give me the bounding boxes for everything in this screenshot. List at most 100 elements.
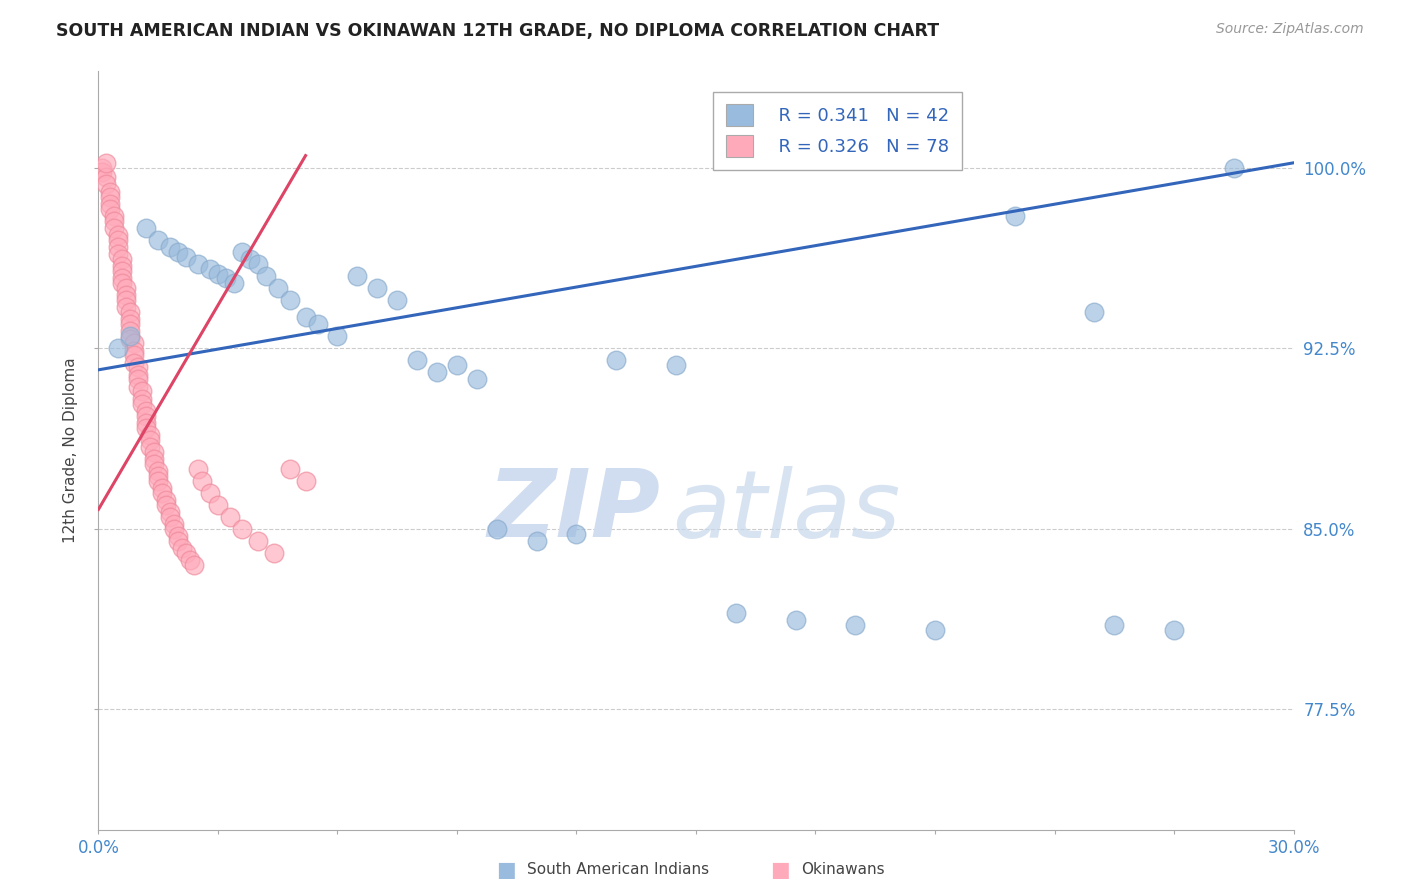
Point (111, 276, 134, 290)
Point (1223, 161, 1246, 175)
Point (150, 485, 173, 500)
Point (98, 189, 122, 203)
Point (135, 409, 157, 423)
Point (1104, 618, 1126, 632)
Point (159, 509, 181, 524)
Point (526, 533, 548, 548)
Point (207, 267, 229, 281)
Point (191, 474, 214, 488)
Point (346, 268, 368, 283)
Point (179, 553, 201, 567)
Point (148, 464, 170, 478)
Text: Okinawans: Okinawans (801, 863, 884, 877)
Point (120, 329, 142, 343)
Point (148, 468, 170, 483)
Point (143, 444, 166, 458)
Point (724, 606, 747, 620)
Point (465, 372, 488, 386)
Point (294, 474, 316, 488)
Point (198, 485, 221, 500)
Point (231, 244, 253, 259)
Point (98, 185, 122, 199)
Point (155, 492, 177, 507)
Point (103, 220, 125, 235)
Text: ■: ■ (770, 860, 790, 880)
Point (120, 312, 142, 326)
Point (139, 440, 162, 454)
Point (219, 509, 242, 524)
Text: atlas: atlas (672, 466, 900, 557)
Point (91, 165, 114, 179)
Point (107, 240, 129, 254)
Point (163, 522, 186, 536)
Point (115, 293, 138, 307)
Point (215, 271, 238, 285)
Point (665, 358, 688, 372)
Point (278, 461, 301, 475)
Point (231, 522, 253, 536)
Point (150, 481, 173, 495)
Text: ZIP: ZIP (488, 465, 661, 558)
Point (111, 264, 134, 278)
Point (135, 416, 157, 430)
Point (187, 461, 209, 475)
Point (239, 252, 262, 266)
Point (485, 522, 508, 536)
Point (159, 240, 181, 254)
Y-axis label: 12th Grade, No Diploma: 12th Grade, No Diploma (63, 358, 79, 543)
Point (385, 293, 409, 307)
Text: SOUTH AMERICAN INDIAN VS OKINAWAN 12TH GRADE, NO DIPLOMA CORRELATION CHART: SOUTH AMERICAN INDIAN VS OKINAWAN 12TH G… (56, 22, 939, 40)
Point (91, 161, 114, 175)
Point (131, 392, 153, 406)
Point (148, 474, 170, 488)
Point (135, 220, 157, 235)
Point (127, 379, 149, 393)
Point (148, 233, 170, 247)
Point (107, 227, 129, 242)
Point (406, 353, 429, 368)
Point (174, 546, 197, 560)
Point (785, 613, 807, 627)
Point (222, 276, 245, 290)
Point (107, 247, 129, 261)
Point (127, 372, 149, 386)
Point (96, 156, 118, 170)
Point (446, 358, 468, 372)
Point (565, 526, 588, 541)
Point (127, 368, 149, 382)
Point (131, 396, 153, 410)
Point (294, 310, 316, 324)
Point (159, 505, 181, 519)
Point (1083, 305, 1105, 319)
Point (120, 317, 142, 331)
Point (131, 384, 153, 399)
Point (111, 260, 134, 274)
Point (120, 332, 142, 346)
Point (246, 257, 269, 271)
Point (120, 324, 142, 338)
Point (120, 305, 142, 319)
Point (115, 300, 138, 314)
Point (267, 281, 290, 295)
Point (167, 533, 190, 548)
Point (366, 281, 388, 295)
Point (254, 268, 277, 283)
Point (167, 529, 190, 543)
Point (246, 533, 269, 548)
Point (1163, 623, 1185, 637)
Point (115, 288, 138, 302)
Point (207, 498, 229, 512)
Point (98, 202, 122, 216)
Point (135, 420, 157, 434)
Point (139, 427, 162, 442)
Point (111, 271, 134, 285)
Point (844, 618, 866, 632)
Point (143, 451, 166, 466)
Point (96, 178, 118, 192)
Point (187, 257, 209, 271)
Point (172, 541, 194, 555)
Point (198, 261, 221, 276)
Point (107, 233, 129, 247)
Point (167, 244, 190, 259)
Point (1004, 209, 1026, 223)
